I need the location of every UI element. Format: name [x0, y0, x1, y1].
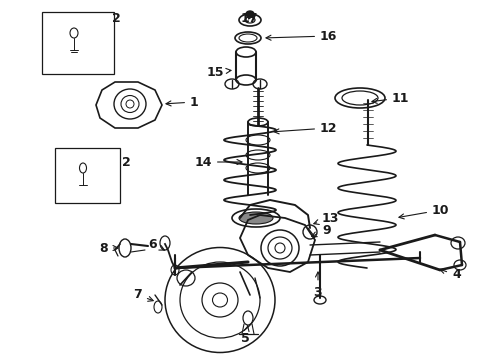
- Text: 14: 14: [195, 156, 242, 168]
- Text: 12: 12: [274, 122, 338, 135]
- Ellipse shape: [239, 212, 273, 224]
- Bar: [42, 12, 114, 74]
- Text: 16: 16: [266, 30, 338, 42]
- Text: 15: 15: [206, 66, 231, 78]
- Text: 17: 17: [241, 12, 258, 24]
- Text: 6: 6: [148, 238, 165, 251]
- Text: 5: 5: [241, 326, 249, 345]
- Text: 11: 11: [372, 91, 410, 104]
- Text: 8: 8: [99, 242, 118, 255]
- Text: 4: 4: [440, 269, 461, 282]
- Text: 2: 2: [112, 12, 121, 24]
- Text: 2: 2: [122, 156, 131, 168]
- Ellipse shape: [246, 11, 254, 17]
- Text: 9: 9: [312, 224, 331, 237]
- Text: 1: 1: [166, 95, 199, 108]
- Text: 7: 7: [133, 288, 153, 302]
- Bar: [55, 148, 120, 203]
- Text: 13: 13: [314, 212, 340, 225]
- Text: 3: 3: [314, 272, 322, 298]
- Text: 10: 10: [399, 203, 449, 219]
